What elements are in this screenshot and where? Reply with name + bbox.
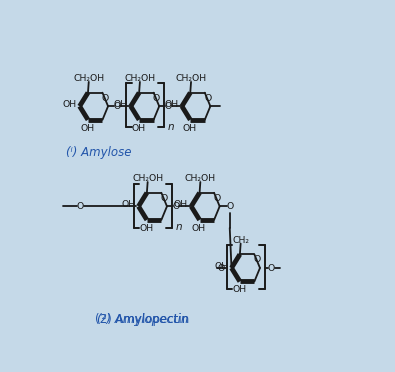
Text: OH: OH	[232, 285, 246, 294]
Text: O: O	[268, 264, 275, 273]
Text: O: O	[226, 202, 233, 211]
Text: O: O	[254, 255, 261, 264]
Text: OH: OH	[113, 100, 128, 109]
Text: OH: OH	[214, 262, 228, 271]
Text: n: n	[175, 222, 182, 232]
Text: O: O	[217, 264, 224, 273]
Text: OH: OH	[121, 200, 135, 209]
Text: O: O	[213, 194, 220, 203]
Text: O: O	[173, 202, 180, 211]
Text: CH₂OH: CH₂OH	[73, 74, 104, 83]
Text: (2) Amylopectin: (2) Amylopectin	[95, 313, 190, 326]
Text: n: n	[168, 122, 174, 132]
Text: (²) Amylopectin: (²) Amylopectin	[97, 313, 188, 326]
Text: CH₂OH: CH₂OH	[124, 74, 156, 83]
Text: OH: OH	[165, 100, 179, 109]
Text: (ⁱ) Amylose: (ⁱ) Amylose	[66, 146, 132, 159]
Text: OH: OH	[192, 224, 206, 233]
Text: OH: OH	[182, 124, 197, 133]
Text: CH₂: CH₂	[232, 235, 249, 245]
Text: OH: OH	[80, 124, 94, 133]
Text: O: O	[165, 102, 172, 111]
Text: OH: OH	[62, 100, 77, 109]
Text: O: O	[77, 202, 84, 211]
Text: OH: OH	[174, 200, 188, 209]
Text: CH₂OH: CH₂OH	[132, 174, 163, 183]
Text: CH₂OH: CH₂OH	[185, 174, 216, 183]
Text: O: O	[204, 93, 211, 103]
Text: OH: OH	[131, 124, 145, 133]
Text: O: O	[161, 194, 168, 203]
Text: O: O	[102, 93, 109, 103]
Text: O: O	[114, 102, 121, 111]
Text: OH: OH	[139, 224, 153, 233]
Text: O: O	[153, 93, 160, 103]
Text: CH₂OH: CH₂OH	[175, 74, 207, 83]
